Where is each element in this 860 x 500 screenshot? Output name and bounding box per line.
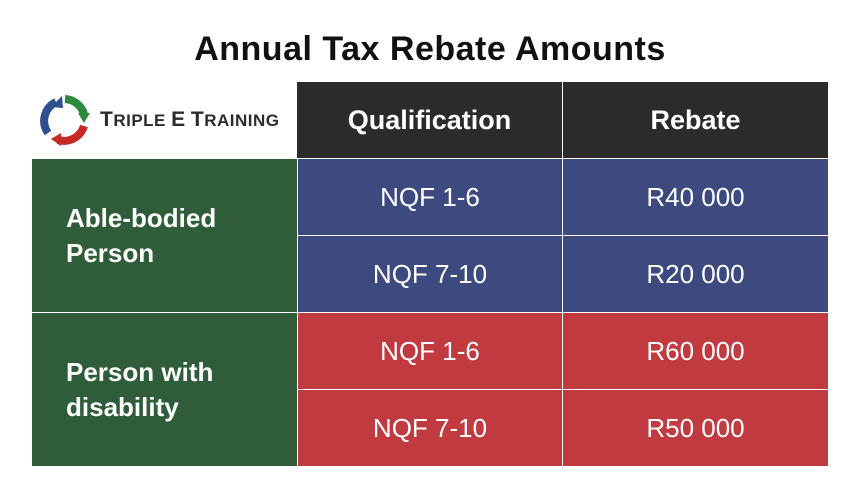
header-rebate: Rebate — [563, 82, 828, 158]
header-qualification: Qualification — [297, 82, 562, 158]
logo-text: TRIPLE E TRAINING — [100, 108, 280, 131]
cell-rebate: R20 000 — [563, 236, 828, 312]
cell-rebate: R60 000 — [563, 313, 828, 389]
cell-qualification: NQF 7-10 — [298, 236, 562, 312]
cell-qualification: NQF 7-10 — [298, 390, 562, 466]
logo: TRIPLE E TRAINING — [38, 92, 298, 148]
page-title: Annual Tax Rebate Amounts — [194, 30, 666, 68]
cell-qualification: NQF 1-6 — [298, 159, 562, 235]
group-label: Person with disability — [66, 356, 214, 422]
circular-arrows-icon — [40, 95, 90, 146]
group-label: Able-bodied Person — [66, 202, 217, 268]
group-able-bodied: Able-bodied Person — [32, 159, 297, 312]
cell-rebate: R40 000 — [563, 159, 828, 235]
cell-qualification: NQF 1-6 — [298, 313, 562, 389]
group-disability: Person with disability — [32, 313, 297, 466]
cell-rebate: R50 000 — [563, 390, 828, 466]
